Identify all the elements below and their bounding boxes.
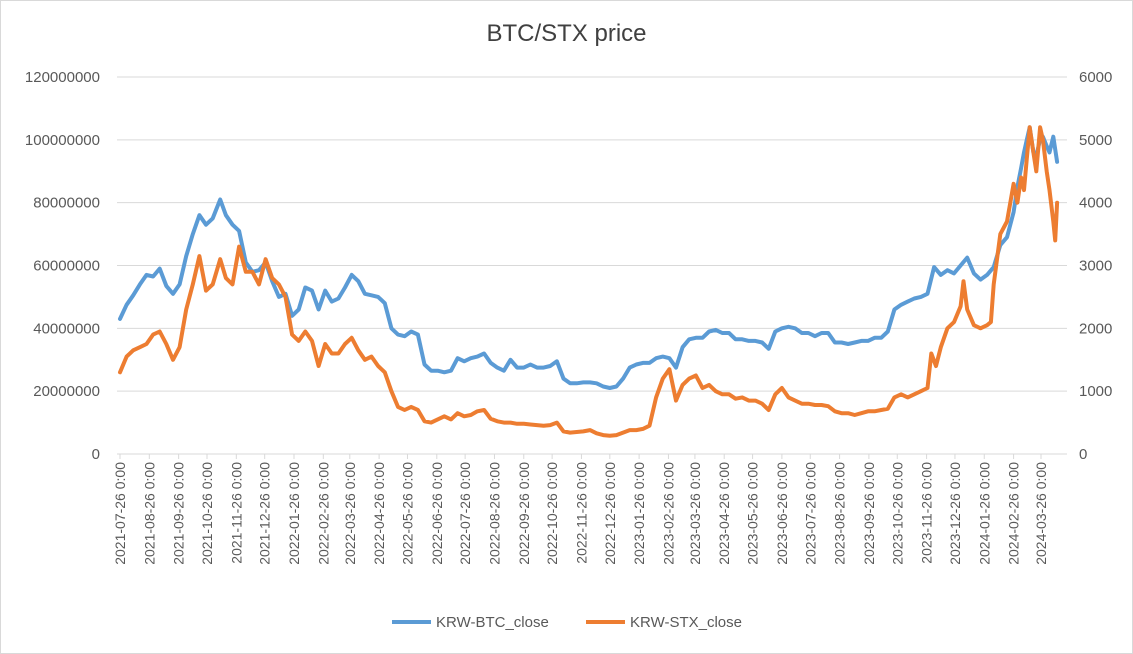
left-tick-label: 0 bbox=[92, 446, 100, 463]
x-tick-label: 2023-03-26 0:00 bbox=[687, 462, 703, 565]
x-tick-label: 2023-08-26 0:00 bbox=[832, 462, 848, 565]
chart-title: BTC/STX price bbox=[486, 20, 647, 47]
legend-label-btc: KRW-BTC_close bbox=[436, 614, 549, 631]
x-tick-label: 2022-07-26 0:00 bbox=[457, 462, 473, 565]
x-tick-label: 2023-10-26 0:00 bbox=[889, 462, 905, 565]
x-tick-label: 2021-08-26 0:00 bbox=[141, 462, 157, 565]
series-line-btc bbox=[118, 125, 1060, 390]
x-tick-label: 2024-02-26 0:00 bbox=[1006, 462, 1022, 565]
x-tick-label: 2021-07-26 0:00 bbox=[112, 462, 128, 565]
right-tick-label: 2000 bbox=[1079, 320, 1112, 337]
x-tick-label: 2023-12-26 0:00 bbox=[947, 462, 963, 565]
gridlines bbox=[117, 76, 1067, 455]
x-tick-label: 2022-12-26 0:00 bbox=[602, 462, 618, 565]
right-tick-label: 1000 bbox=[1079, 383, 1112, 400]
x-tick-label: 2022-09-26 0:00 bbox=[516, 462, 532, 565]
right-tick-label: 6000 bbox=[1079, 69, 1112, 86]
right-axis-ticks: 0 1000 2000 3000 4000 5000 6000 bbox=[1079, 69, 1112, 463]
x-tick-label: 2021-11-26 0:00 bbox=[228, 462, 244, 564]
x-tick-label: 2023-11-26 0:00 bbox=[919, 462, 935, 564]
left-tick-label: 80000000 bbox=[33, 195, 100, 212]
left-tick-label: 40000000 bbox=[33, 320, 100, 337]
legend: KRW-BTC_close KRW-STX_close bbox=[392, 614, 742, 631]
left-axis-ticks: 0 20000000 40000000 60000000 80000000 1000000… bbox=[25, 69, 100, 463]
x-tick-label: 2024-03-26 0:00 bbox=[1033, 462, 1049, 565]
left-tick-label: 120000000 bbox=[25, 69, 100, 86]
x-tick-label: 2023-07-26 0:00 bbox=[802, 462, 818, 565]
x-tick-label: 2022-01-26 0:00 bbox=[286, 462, 302, 565]
right-tick-label: 5000 bbox=[1079, 132, 1112, 149]
x-tick-label: 2022-10-26 0:00 bbox=[544, 462, 560, 565]
series-line-stx bbox=[118, 125, 1060, 438]
series-layer bbox=[118, 125, 1060, 438]
x-tick-label: 2021-09-26 0:00 bbox=[171, 462, 187, 565]
x-tick-label: 2021-10-26 0:00 bbox=[199, 462, 215, 565]
right-tick-label: 4000 bbox=[1079, 195, 1112, 212]
x-tick-label: 2023-04-26 0:00 bbox=[716, 462, 732, 565]
x-tick-label: 2022-02-26 0:00 bbox=[315, 462, 331, 565]
x-tick-label: 2022-05-26 0:00 bbox=[399, 462, 415, 565]
x-tick-label: 2022-08-26 0:00 bbox=[486, 462, 502, 565]
right-tick-label: 0 bbox=[1079, 446, 1087, 463]
x-tick-label: 2022-04-26 0:00 bbox=[371, 462, 387, 565]
legend-label-stx: KRW-STX_close bbox=[630, 614, 742, 631]
x-tick-label: 2024-01-26 0:00 bbox=[976, 462, 992, 565]
x-tick-label: 2023-09-26 0:00 bbox=[861, 462, 877, 565]
left-tick-label: 100000000 bbox=[25, 132, 100, 149]
x-tick-label: 2022-03-26 0:00 bbox=[342, 462, 358, 565]
left-tick-label: 60000000 bbox=[33, 258, 100, 275]
x-axis-ticks: 2021-07-26 0:00 2021-08-26 0:00 2021-09-26… bbox=[112, 454, 1049, 565]
left-tick-label: 20000000 bbox=[33, 383, 100, 400]
x-tick-label: 2023-02-26 0:00 bbox=[660, 462, 676, 565]
x-tick-label: 2022-06-26 0:00 bbox=[429, 462, 445, 565]
x-tick-label: 2021-12-26 0:00 bbox=[257, 462, 273, 565]
x-tick-label: 2023-01-26 0:00 bbox=[631, 462, 647, 565]
x-tick-label: 2023-05-26 0:00 bbox=[745, 462, 761, 565]
right-tick-label: 3000 bbox=[1079, 258, 1112, 275]
x-tick-label: 2023-06-26 0:00 bbox=[774, 462, 790, 565]
x-tick-label: 2022-11-26 0:00 bbox=[573, 462, 589, 564]
